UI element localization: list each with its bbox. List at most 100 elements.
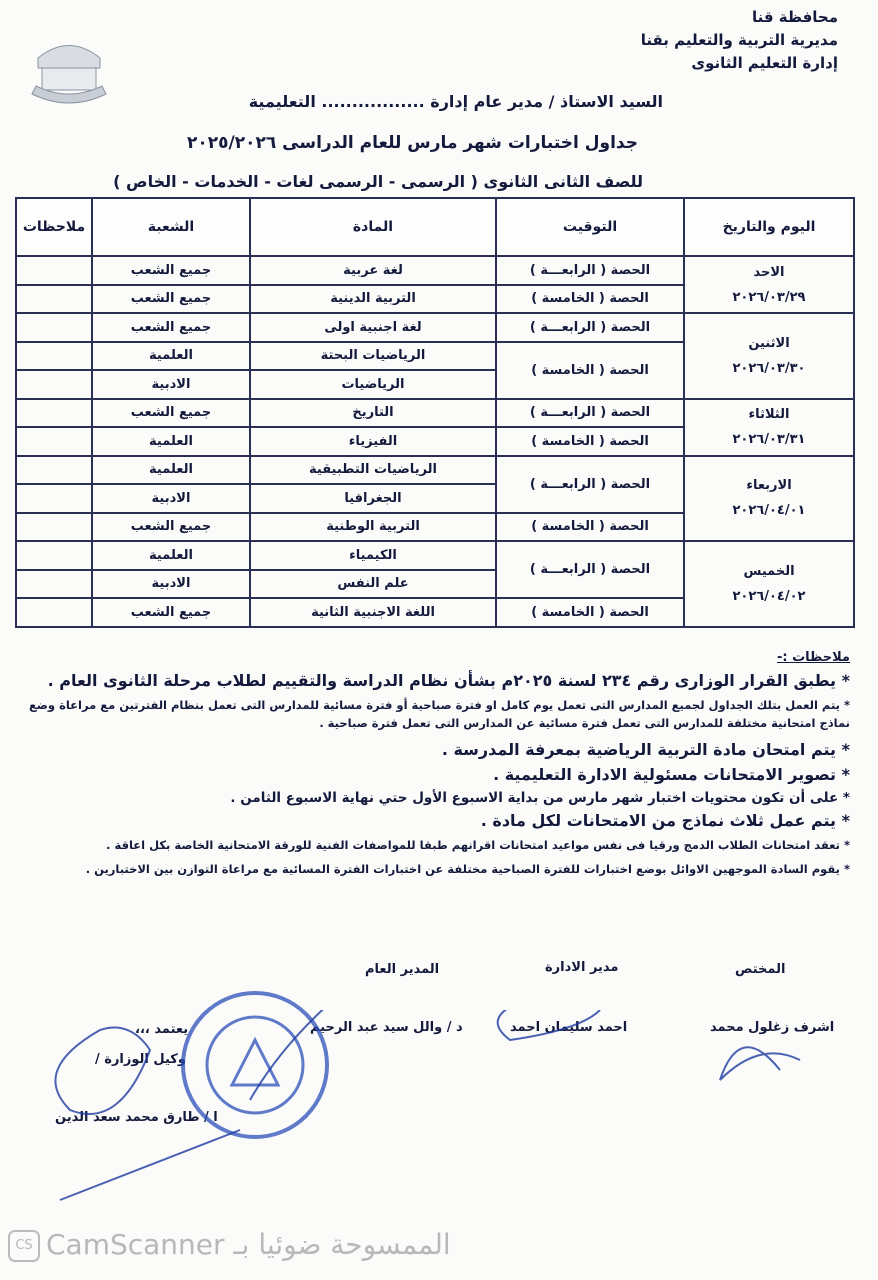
general-director-name: د / والل سيد عبد الرحيم — [310, 1020, 463, 1035]
issuer-header: محافظة قنا مديرية التربية والتعليم بقنا … — [641, 6, 838, 75]
table-row: الحصة ( الخامسة ) التربية الوطنية جميع الش… — [15, 511, 854, 542]
branch-cell: الادبية — [91, 369, 251, 400]
table-row: الخميس ٢٠٢٦/٠٤/٠٢ الحصة ( الرابعـــة ) الكي… — [15, 540, 855, 628]
notes-cell — [15, 597, 93, 628]
branch-cell: جميع الشعب — [91, 283, 251, 314]
camscanner-watermark: CS CamScanner الممسوحة ضوئيا بـ — [8, 1228, 451, 1262]
subject-cell: التاريخ — [249, 397, 497, 428]
day-name: الثلاثاء — [748, 407, 790, 422]
subject-cell: الفيزياء — [249, 426, 497, 457]
document-title: جداول اختبارات شهر مارس للعام الدراسى ٢٠… — [187, 133, 638, 153]
period-cell: الحصة ( الخامسة ) — [495, 597, 685, 628]
note-item: * يقوم السادة الموجهين الاوائل بوضع اختب… — [85, 861, 850, 876]
exam-schedule-table: اليوم والتاريخ التوقيت المادة الشعبة ملا… — [15, 197, 855, 628]
table-row: الاحد ٢٠٢٦/٠٣/٢٩ الحصة ( الرابعـــة ) لغة ع… — [15, 255, 855, 314]
notes-cell — [15, 283, 93, 314]
notes-cell — [15, 483, 93, 514]
note-item: * على أن تكون محتويات اختبار شهر مارس من… — [230, 790, 850, 807]
notes-cell — [15, 340, 93, 371]
branch-cell: الادبية — [91, 483, 251, 514]
document-subtitle: للصف الثانى الثانوى ( الرسمى - الرسمى لغ… — [113, 172, 643, 191]
note-item: * يتم عمل ثلاث نماذج من الامتحانات لكل م… — [480, 810, 850, 830]
table-row: الحصة ( الخامسة ) الفيزياء العلمية — [15, 426, 854, 457]
general-director-title: المدير العام — [365, 962, 440, 977]
period-cell: الحصة ( الخامسة ) — [495, 340, 685, 400]
header-branch: الشعبة — [91, 197, 251, 257]
admin-director-title: مدير الادارة — [545, 960, 619, 975]
header-time: التوقيت — [495, 197, 685, 257]
notes-heading: ملاحظات :- — [776, 650, 850, 665]
period-cell: الحصة ( الرابعـــة ) — [495, 454, 685, 514]
day-name: الخميس — [743, 563, 795, 579]
branch-cell: العلمية — [91, 340, 251, 371]
table-row: الحصة ( الخامسة ) التربية الدينية جميع الش… — [15, 283, 854, 314]
governorate-line: محافظة قنا — [751, 8, 838, 26]
notes-cell — [15, 369, 93, 400]
period-cell: الحصة ( الرابعـــة ) — [495, 255, 685, 286]
day-date-cell: الاحد ٢٠٢٦/٠٣/٢٩ — [683, 255, 855, 314]
day-date-cell: الاربعاء ٢٠٢٦/٠٤/٠١ — [683, 454, 855, 542]
branch-cell: العلمية — [91, 540, 251, 571]
exam-date: ٢٠٢٦/٠٣/٢٩ — [732, 289, 806, 305]
note-item: * يتم العمل بتلك الجداول لجميع المدارس ا… — [28, 697, 850, 730]
note-item: * تصوير الامتحانات مسئولية الادارة التعل… — [493, 765, 850, 785]
day-date-cell: الاثنين ٢٠٢٦/٠٣/٣٠ — [683, 312, 855, 400]
branch-cell: جميع الشعب — [91, 597, 251, 628]
table-row: الثلاثاء ٢٠٢٦/٠٣/٣١ الحصة ( الرابعـــة ) ال… — [15, 397, 855, 457]
notes-cell — [15, 397, 93, 428]
day-name: الاثنين — [748, 335, 790, 351]
branch-cell: جميع الشعب — [91, 397, 251, 428]
table-row: الرياضيات الادبية — [15, 369, 854, 400]
period-cell: الحصة ( الرابعـــة ) — [495, 312, 685, 343]
notes-cell — [15, 255, 93, 286]
notes-cell — [15, 312, 93, 343]
exam-date: ٢٠٢٦/٠٣/٣٠ — [732, 360, 806, 376]
table-row: الحصة ( الخامسة ) الرياضيات البحتة العلمية — [15, 340, 854, 400]
table-row: الحصة ( الخامسة ) اللغة الاجنبية الثانية ج… — [15, 597, 854, 628]
exam-date: ٢٠٢٦/٠٤/٠٢ — [732, 588, 806, 604]
note-item: * يتم امتحان مادة التربية الرياضية بمعرف… — [441, 740, 850, 760]
directorate-logo — [31, 45, 107, 104]
table-row: الاثنين ٢٠٢٦/٠٣/٣٠ الحصة ( الرابعـــة ) لغة… — [15, 312, 855, 400]
period-cell: الحصة ( الخامسة ) — [495, 511, 685, 542]
camscanner-logo-icon: CS — [8, 1230, 40, 1262]
day-name: الاربعاء — [746, 478, 792, 494]
exam-date: ٢٠٢٦/٠٤/٠١ — [732, 503, 806, 519]
subject-cell: الرياضيات — [249, 369, 497, 400]
subject-cell: علم النفس — [249, 568, 497, 599]
directorate-line: مديرية التربية والتعليم بقنا — [640, 31, 838, 49]
subject-cell: اللغة الاجنبية الثانية — [249, 597, 497, 628]
notes-section: ملاحظات :- * يطبق القرار الوزارى رقم ٢٣٤… — [20, 650, 850, 884]
notes-cell — [15, 568, 93, 599]
branch-cell: الادبية — [91, 568, 251, 599]
period-cell: الحصة ( الرابعـــة ) — [495, 540, 685, 599]
note-item: * تعقد امتحانات الطلاب الدمج ورقيا فى نف… — [106, 837, 850, 852]
subject-cell: التربية الدينية — [249, 283, 497, 314]
day-name: الاحد — [753, 264, 785, 280]
note-item: * يطبق القرار الوزارى رقم ٢٣٤ لسنة ٢٠٢٥م… — [47, 671, 850, 690]
table-row: علم النفس الادبية — [15, 568, 854, 599]
notes-cell — [15, 511, 93, 542]
specialist-name: اشرف زغلول محمد — [710, 1020, 835, 1035]
subject-cell: لغة عربية — [249, 255, 497, 286]
branch-cell: جميع الشعب — [91, 255, 251, 286]
header-subject: المادة — [249, 197, 497, 257]
branch-cell: جميع الشعب — [91, 511, 251, 542]
table-row: الاربعاء ٢٠٢٦/٠٤/٠١ الحصة ( الرابعـــة ) ال… — [15, 454, 855, 542]
branch-cell: العلمية — [91, 454, 251, 485]
specialist-title: المختص — [735, 962, 786, 977]
branch-cell: العلمية — [91, 426, 251, 457]
administration-line: إدارة التعليم الثانوى — [691, 54, 838, 72]
period-cell: الحصة ( الرابعـــة ) — [495, 397, 685, 428]
notes-cell — [15, 540, 93, 571]
period-cell: الحصة ( الخامسة ) — [495, 283, 685, 314]
header-notes: ملاحظات — [15, 197, 93, 257]
subject-cell: الرياضيات التطبيقية — [249, 454, 497, 485]
subject-cell: الكيمياء — [249, 540, 497, 571]
notes-cell — [15, 454, 93, 485]
exam-date: ٢٠٢٦/٠٣/٣١ — [732, 432, 806, 447]
subject-cell: التربية الوطنية — [249, 511, 497, 542]
deputy-title: وكيل الوزارة / — [95, 1052, 186, 1067]
period-cell: الحصة ( الخامسة ) — [495, 426, 685, 457]
notes-cell — [15, 426, 93, 457]
